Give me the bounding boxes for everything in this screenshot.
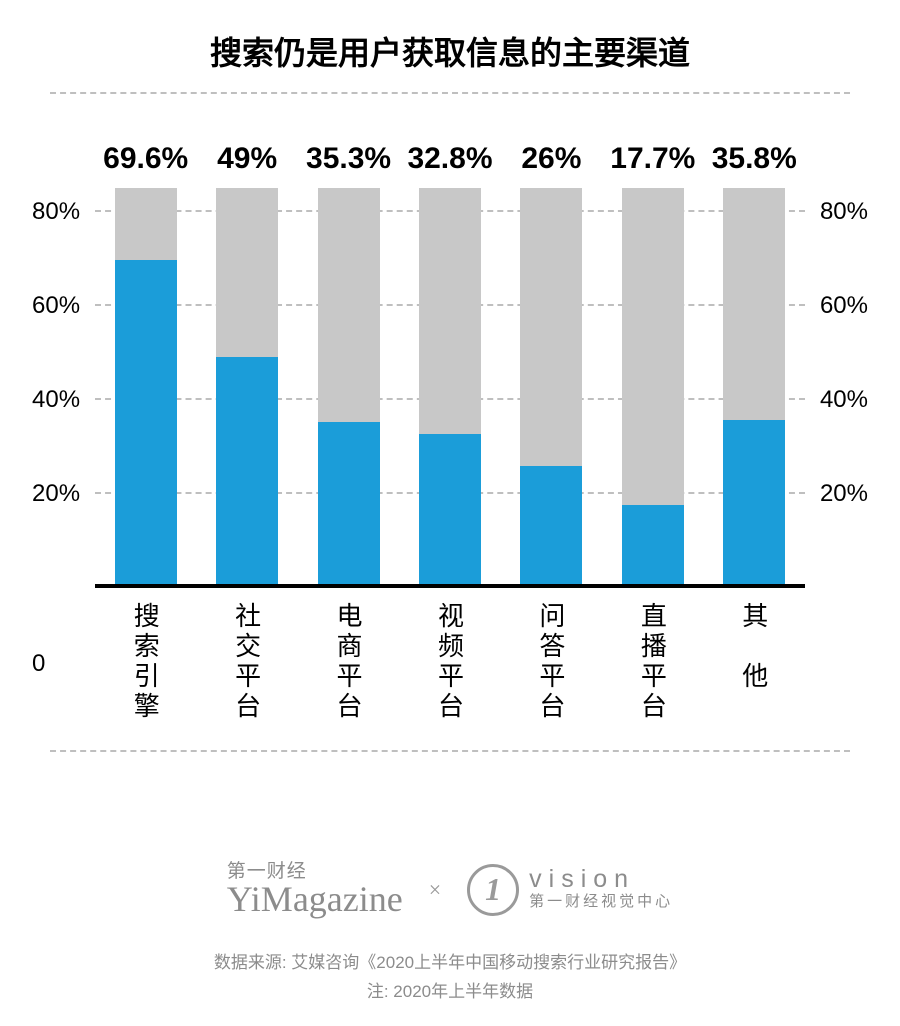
value-label: 32.8% <box>399 142 500 188</box>
x-label: 问答平台 <box>533 602 570 722</box>
x-label: 直播平台 <box>634 602 671 722</box>
x-label-cell: 社交平台 <box>196 602 297 722</box>
x-label-cell: 电商平台 <box>298 602 399 722</box>
bar-slot <box>704 188 805 588</box>
value-label: 69.6% <box>95 142 196 188</box>
bar-slot <box>602 188 703 588</box>
bar-fill <box>318 422 380 588</box>
value-label: 35.3% <box>298 142 399 188</box>
y-tick: 20% <box>32 480 92 508</box>
bar-slot <box>298 188 399 588</box>
source-line-1: 数据来源: 艾媒咨询《2020上半年中国移动搜索行业研究报告》 <box>0 949 900 978</box>
y-tick: 20% <box>808 480 868 508</box>
x-label: 其 他 <box>736 602 773 722</box>
bar-slot <box>399 188 500 588</box>
logo-vision: 1 vision 第一财经视觉中心 <box>467 864 673 916</box>
bar-fill <box>622 505 684 588</box>
x-label-cell: 直播平台 <box>602 602 703 722</box>
bar-slot <box>501 188 602 588</box>
bar-slot <box>95 188 196 588</box>
bottom-divider <box>50 750 850 752</box>
logo-yimagazine: 第一财经 YiMagazine <box>227 862 403 917</box>
plot-area: 20%40%60%80%0 20%40%60%80% <box>50 188 850 588</box>
bar-fill <box>216 357 278 588</box>
logo-separator: × <box>429 877 441 903</box>
y-zero: 0 <box>32 650 92 678</box>
value-label: 35.8% <box>704 142 805 188</box>
x-label-cell: 视频平台 <box>399 602 500 722</box>
source-line-2: 注: 2020年上半年数据 <box>0 978 900 1007</box>
y-tick: 80% <box>32 198 92 226</box>
x-label: 社交平台 <box>229 602 266 722</box>
bar-background <box>318 188 380 588</box>
x-label: 电商平台 <box>330 602 367 722</box>
y-tick: 60% <box>808 292 868 320</box>
chart: 69.6%49%35.3%32.8%26%17.7%35.8% 20%40%60… <box>50 142 850 702</box>
value-label: 17.7% <box>602 142 703 188</box>
bar-background <box>622 188 684 588</box>
chart-title: 搜索仍是用户获取信息的主要渠道 <box>0 0 900 92</box>
y-tick: 40% <box>808 386 868 414</box>
logo-vision-icon: 1 <box>467 864 519 916</box>
bar-background <box>115 188 177 588</box>
y-tick: 60% <box>32 292 92 320</box>
source-text: 数据来源: 艾媒咨询《2020上半年中国移动搜索行业研究报告》 注: 2020年… <box>0 949 900 1007</box>
value-label: 26% <box>501 142 602 188</box>
y-tick: 80% <box>808 198 868 226</box>
plot-inner <box>95 188 805 588</box>
y-tick: 40% <box>32 386 92 414</box>
x-label-cell: 搜索引擎 <box>95 602 196 722</box>
bar-fill <box>723 420 785 588</box>
value-label: 49% <box>196 142 297 188</box>
bars <box>95 188 805 588</box>
x-label: 视频平台 <box>431 602 468 722</box>
bar-background <box>216 188 278 588</box>
x-labels-row: 搜索引擎 社交平台 电商平台 视频平台 问答平台 直播平台 其 他 <box>50 588 850 722</box>
bar-background <box>723 188 785 588</box>
x-label: 搜索引擎 <box>127 602 164 722</box>
bar-fill <box>520 466 582 588</box>
bar-slot <box>196 188 297 588</box>
logo-right-cn: 第一财经视觉中心 <box>529 892 673 912</box>
x-label-cell: 问答平台 <box>501 602 602 722</box>
top-divider <box>50 92 850 94</box>
value-labels-row: 69.6%49%35.3%32.8%26%17.7%35.8% <box>50 142 850 188</box>
bar-fill <box>419 434 481 588</box>
x-axis-baseline <box>95 584 805 588</box>
bar-background <box>419 188 481 588</box>
x-label-cell: 其 他 <box>704 602 805 722</box>
y-axis-left: 20%40%60%80%0 <box>32 188 92 588</box>
logo-left-en: YiMagazine <box>227 881 403 917</box>
bar-background <box>520 188 582 588</box>
logo-row: 第一财经 YiMagazine × 1 vision 第一财经视觉中心 <box>0 862 900 917</box>
y-axis-right: 20% 40% 60% 80% <box>808 188 868 588</box>
bar-fill <box>115 260 177 588</box>
logo-right-en: vision <box>529 867 673 892</box>
